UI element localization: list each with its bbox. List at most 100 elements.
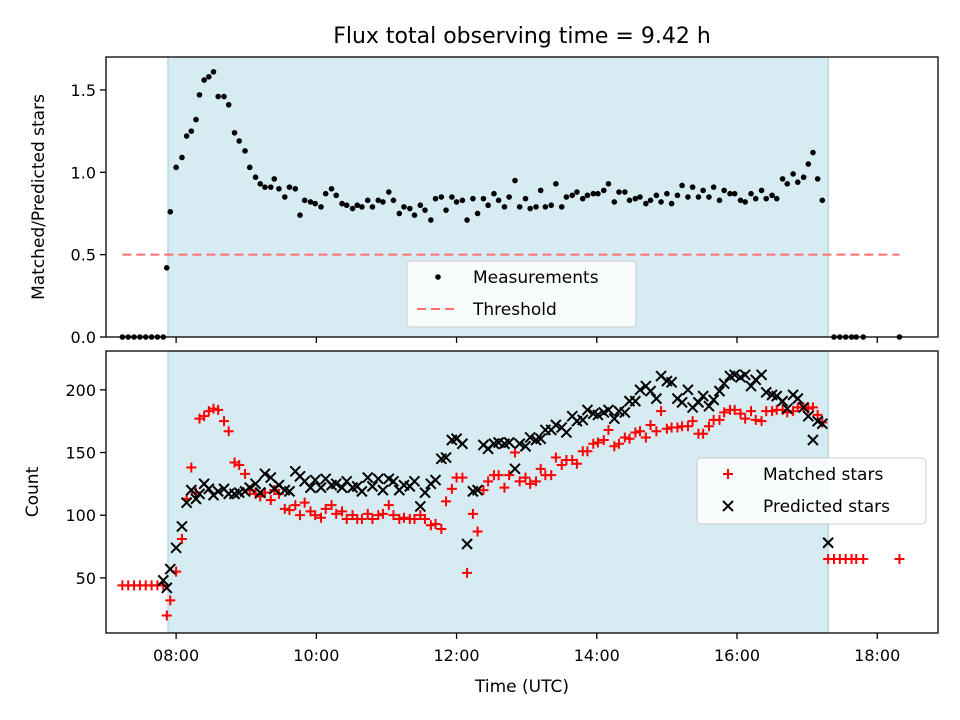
- measurement-point: [658, 199, 664, 205]
- measurement-point: [396, 210, 403, 217]
- bottom-panel-count-plot: 08:00 10:00 12:00 14:00 16:00 18:00 50 100 150 20…: [23, 350, 939, 697]
- matched-star-point: [240, 468, 251, 479]
- y-tick-label: 150: [65, 444, 96, 463]
- matched-star-point: [299, 497, 310, 508]
- axes-frame: [105, 350, 939, 634]
- matched-star-point: [284, 505, 295, 516]
- predicted-star-point: [550, 419, 562, 431]
- matched-star-point: [165, 595, 176, 606]
- predicted-star-point: [249, 478, 262, 490]
- measurement-point: [179, 154, 185, 161]
- predicted-star-point: [372, 473, 384, 485]
- measurement-point: [407, 205, 413, 212]
- y-tick-label: 1.5: [71, 81, 96, 100]
- measurement-point: [742, 199, 748, 205]
- matched-star-point: [556, 460, 567, 471]
- predicted-star-point: [509, 463, 521, 475]
- legend-entry-label: Threshold: [472, 300, 557, 320]
- matched-star-point: [199, 411, 210, 422]
- matched-star-point: [756, 416, 767, 427]
- y-tick-label: 0.5: [71, 246, 96, 265]
- matched-star-point: [514, 476, 525, 487]
- legend-predicted-swatch: [722, 500, 734, 512]
- y-axis-label: Matched/Predicted stars: [29, 94, 49, 300]
- matched-star-point: [672, 422, 683, 433]
- matched-star-point: [656, 406, 667, 417]
- measurement-point: [318, 204, 324, 210]
- measurement-point: [653, 192, 660, 199]
- measurement-point: [558, 204, 565, 210]
- matched-star-point: [176, 534, 187, 544]
- predicted-star-point: [697, 390, 709, 402]
- matched-star-point: [326, 500, 337, 511]
- measurement-point: [784, 181, 791, 187]
- matched-star-point: [592, 437, 603, 448]
- predicted-star-point: [190, 493, 202, 505]
- measurement-point: [188, 128, 195, 134]
- predicted-star-point: [792, 392, 804, 405]
- predicted-star-point: [471, 484, 484, 496]
- measurement-point: [322, 190, 329, 197]
- measurement-point: [286, 184, 293, 190]
- matched-star-point: [446, 483, 457, 494]
- measurement-point: [611, 199, 618, 205]
- matched-star-point: [504, 470, 515, 481]
- matched-star-point: [234, 460, 245, 471]
- matched-star-point: [377, 508, 388, 519]
- predicted-star-point: [634, 384, 646, 396]
- predicted-star-point: [161, 582, 173, 594]
- predicted-star-point: [802, 410, 814, 422]
- measurement-point: [537, 187, 544, 194]
- predicted-star-point: [503, 436, 515, 449]
- measurement-point: [579, 195, 586, 202]
- measurement-point: [512, 177, 518, 184]
- legend-box: [406, 260, 637, 328]
- measurement-point: [758, 187, 765, 194]
- matched-star-point: [373, 510, 384, 521]
- measurement-point: [700, 187, 706, 194]
- legend-entry-label: Matched stars: [763, 465, 883, 485]
- measurement-point: [375, 197, 382, 204]
- predicted-star-point: [745, 380, 757, 392]
- measurement-point: [706, 194, 712, 200]
- y-tick-label: 0.0: [71, 328, 96, 347]
- predicted-star-point: [244, 481, 256, 494]
- measurement-point: [600, 187, 607, 194]
- matched-star-point: [661, 423, 672, 434]
- measurement-point: [721, 187, 727, 194]
- measurement-point: [800, 174, 807, 181]
- predicted-star-point: [366, 480, 379, 493]
- measurement-point: [474, 210, 481, 217]
- matched-star-point: [588, 438, 599, 449]
- predicted-star-point: [760, 386, 772, 399]
- matched-star-point: [750, 414, 761, 425]
- matched-star-point: [740, 413, 751, 424]
- y-tick-label: 1.0: [71, 163, 96, 182]
- matched-star-point: [383, 500, 394, 511]
- predicted-star-point: [429, 474, 442, 486]
- legend-box: [696, 457, 927, 525]
- measurement-point: [574, 189, 580, 195]
- measurement-point: [333, 192, 340, 199]
- measurement-point: [411, 212, 418, 218]
- matched-star-point: [687, 416, 698, 427]
- predicted-star-point: [797, 401, 810, 414]
- legend-matched-swatch: [723, 469, 733, 479]
- matched-star-point: [546, 470, 557, 481]
- predicted-star-point: [519, 440, 532, 452]
- measurement-point: [819, 197, 826, 204]
- predicted-star-point: [629, 395, 642, 407]
- measurement-point: [401, 204, 407, 210]
- measurement-point: [390, 197, 397, 204]
- matched-star-point: [714, 414, 725, 425]
- measurement-point: [616, 189, 622, 195]
- measurement-point: [453, 199, 460, 205]
- matched-star-point: [640, 432, 651, 443]
- matched-star-point: [603, 424, 614, 435]
- measurement-point: [307, 199, 314, 205]
- y-tick-label: 50: [76, 569, 96, 588]
- measurement-point: [193, 116, 199, 123]
- predicted-star-point: [534, 433, 547, 445]
- matched-star-point: [341, 513, 352, 524]
- matched-star-point: [279, 503, 290, 514]
